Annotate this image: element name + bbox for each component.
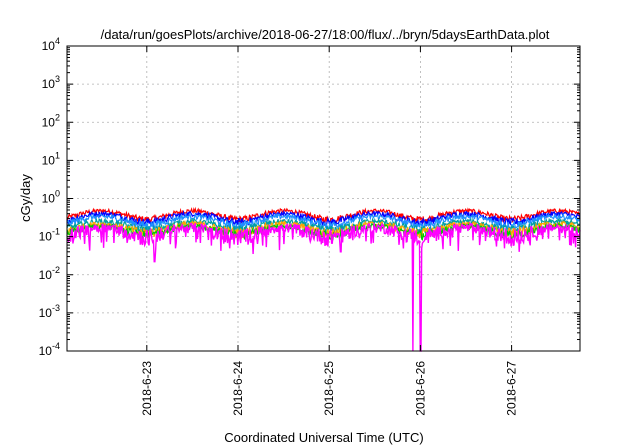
y-tick-label: 10-2 (39, 265, 60, 282)
x-axis-ticks: 2018-6-23 2018-6-24 2018-6-25 2018-6-26 2018… (140, 46, 519, 416)
x-tick-label: 2018-6-26 (413, 361, 427, 416)
y-tick-label: 103 (42, 74, 60, 91)
y-tick-label: 101 (42, 150, 60, 167)
x-axis-title: Coordinated Universal Time (UTC) (224, 430, 423, 445)
x-tick-label: 2018-6-24 (231, 361, 245, 416)
y-axis-title: cGy/day (18, 174, 33, 222)
y-tick-label: 10-1 (39, 227, 60, 244)
series-line-1 (66, 209, 581, 228)
y-tick-label: 10-3 (39, 303, 60, 320)
y-tick-label: 10-4 (39, 341, 60, 358)
x-tick-label: 2018-6-25 (322, 361, 336, 416)
x-tick-label: 2018-6-23 (140, 361, 154, 416)
series-line-6 (67, 221, 581, 352)
series-line-2 (66, 212, 581, 231)
x-tick-label: 2018-6-27 (505, 361, 519, 416)
grid-lines (67, 46, 580, 351)
series-lines (66, 206, 581, 352)
y-tick-label: 100 (42, 189, 60, 206)
y-axis-ticks: 10-4 10-3 10-2 10-1 100 101 102 103 104 (39, 36, 580, 358)
chart-title: /data/run/goesPlots/archive/2018-06-27/1… (101, 27, 550, 42)
y-tick-label: 104 (42, 36, 60, 53)
y-tick-label: 102 (42, 112, 60, 129)
